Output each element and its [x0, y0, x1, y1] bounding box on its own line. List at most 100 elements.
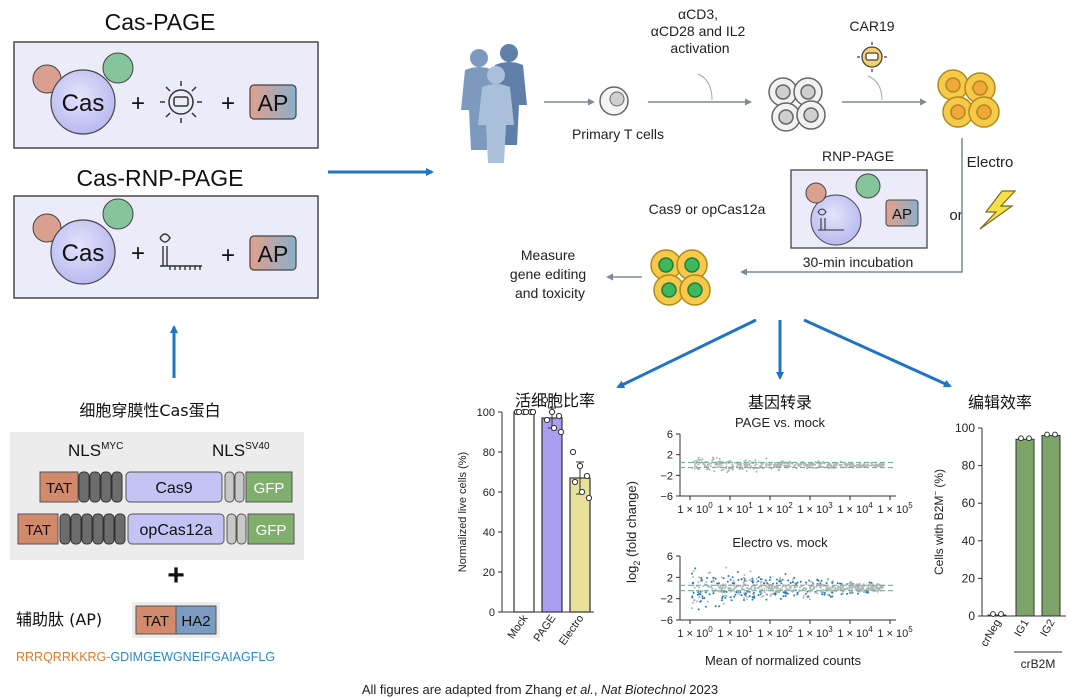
- ma-point: [787, 580, 789, 582]
- ma-point: [702, 590, 704, 592]
- gfp-label: GFP: [256, 522, 287, 539]
- ma-point: [725, 466, 727, 468]
- tat-label: TAT: [143, 613, 169, 630]
- ma-point: [701, 461, 703, 463]
- ma-point: [716, 582, 718, 584]
- ma-point: [793, 595, 795, 597]
- ma-point: [771, 587, 773, 589]
- ma-point: [761, 592, 763, 594]
- ma-point: [719, 587, 721, 589]
- ma-point: [724, 595, 726, 597]
- ma-point: [756, 471, 758, 473]
- ma-point: [710, 463, 712, 465]
- branch-arrow-left: [618, 320, 756, 387]
- ma-x-tick-label: 1 × 100: [677, 501, 713, 516]
- y-tick-label: 80: [483, 447, 495, 459]
- data-point: [570, 449, 575, 454]
- ma-x-tick-label: 1 × 103: [797, 625, 833, 640]
- y-tick-label: 0: [968, 609, 975, 623]
- car-curve: [868, 76, 882, 100]
- ap-label: AP: [258, 90, 289, 116]
- editing-bar-chart: Cells with B2M− (%) crB2M 020406080100cr…: [931, 421, 1066, 671]
- ma-point: [706, 468, 708, 470]
- ma-point: [766, 586, 768, 588]
- ma-point: [879, 463, 881, 465]
- ma-point: [813, 588, 815, 590]
- ma-point: [830, 465, 832, 467]
- ma-point: [814, 592, 816, 594]
- ma-point: [710, 465, 712, 467]
- ma-y-tick-label: 2: [667, 572, 673, 584]
- ma-point: [715, 605, 717, 607]
- ma-point: [837, 589, 839, 591]
- ma-point: [697, 581, 699, 583]
- ha2-label: HA2: [181, 613, 210, 630]
- ap-label: AP: [258, 241, 289, 267]
- ma-point: [816, 592, 818, 594]
- ma-point: [803, 595, 805, 597]
- people-icon: [461, 44, 527, 163]
- ma-point: [730, 579, 732, 581]
- data-point: [544, 417, 549, 422]
- ma-point: [731, 465, 733, 467]
- ma-point: [794, 586, 796, 588]
- ma-y-axis-label: log2 (fold change): [624, 481, 642, 583]
- ma-point: [694, 599, 696, 601]
- ma-point: [810, 581, 812, 583]
- ma-point: [802, 597, 804, 599]
- opcas12a-label: opCas12a: [140, 522, 213, 539]
- ma-point: [837, 582, 839, 584]
- ma-point: [757, 587, 759, 589]
- ma-point: [730, 596, 732, 598]
- ma-point: [737, 464, 739, 466]
- activation-curve: [698, 74, 712, 100]
- tat-label: TAT: [25, 522, 51, 539]
- ma-point: [792, 581, 794, 583]
- ma-point: [704, 464, 706, 466]
- ma-point: [744, 574, 746, 576]
- cn-title: 细胞穿膜性Cas蛋白: [79, 401, 220, 420]
- ma-y-tick-label: −2: [660, 470, 673, 482]
- gfp-label: GFP: [254, 480, 285, 497]
- data-point: [530, 409, 535, 414]
- ma-point: [786, 588, 788, 590]
- ma-point: [799, 586, 801, 588]
- ma-point: [699, 459, 701, 461]
- ma-point: [728, 575, 730, 577]
- electro-label: Electro: [967, 154, 1014, 171]
- data-point: [1027, 436, 1032, 441]
- ma-x-tick-label: 1 × 104: [837, 501, 873, 516]
- or-label: or: [949, 207, 962, 224]
- ma-point: [749, 579, 751, 581]
- ma-point: [882, 464, 884, 466]
- data-point: [556, 413, 561, 418]
- ma-point: [796, 593, 798, 595]
- ma-plots: PAGE vs. mock Electro vs. mock log2 (fol…: [624, 415, 913, 668]
- ma-point: [734, 591, 736, 593]
- ma-point: [840, 587, 842, 589]
- ma-point: [831, 586, 833, 588]
- ma-point: [783, 591, 785, 593]
- branch-arrow-right: [804, 320, 950, 386]
- page-vs-mock-title: PAGE vs. mock: [735, 415, 826, 430]
- ma-point: [731, 599, 733, 601]
- viability-bar-chart: Normalized live cells (%) 020406080100Mo…: [457, 397, 594, 647]
- ma-x-tick-label: 1 × 100: [677, 625, 713, 640]
- ma-point: [843, 588, 845, 590]
- ma-y-tick-label: −6: [660, 615, 673, 627]
- ma-point: [763, 595, 765, 597]
- ma-point: [751, 578, 753, 580]
- ma-point: [850, 592, 852, 594]
- ma-point: [836, 463, 838, 465]
- y-tick-label: 40: [483, 527, 495, 539]
- car19-label: CAR19: [849, 18, 894, 34]
- cas9-or-label: Cas9 or opCas12a: [649, 201, 766, 217]
- ma-y-tick-label: −6: [660, 491, 673, 503]
- ma-point: [753, 594, 755, 596]
- ma-point: [766, 466, 768, 468]
- ma-point: [697, 594, 699, 596]
- ma-x-tick-label: 1 × 103: [797, 501, 833, 516]
- ma-point: [768, 586, 770, 588]
- ma-point: [745, 463, 747, 465]
- data-point: [558, 429, 563, 434]
